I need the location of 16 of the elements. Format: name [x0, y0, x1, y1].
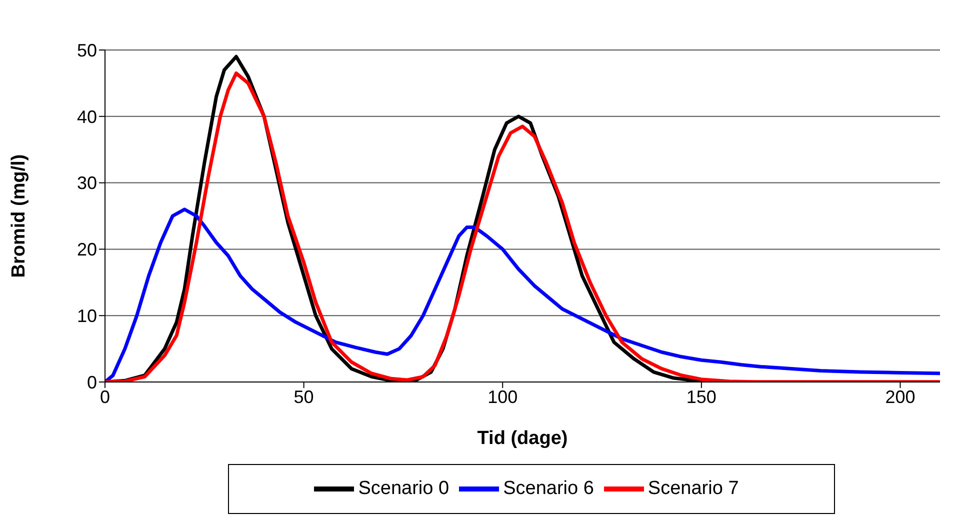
x-tick-label: 150: [686, 386, 716, 407]
y-axis-title: Bromid (mg/l): [8, 154, 30, 278]
x-tick-label: 200: [885, 386, 916, 407]
legend-label: Scenario 0: [358, 478, 450, 500]
x-tick-label: 100: [488, 386, 518, 407]
y-tick-label: 30: [76, 173, 97, 194]
y-tick-label: 40: [76, 106, 97, 127]
x-axis-title: Tid (dage): [477, 428, 568, 449]
y-tick-label: 20: [76, 240, 97, 260]
y-tick-label: 0: [86, 372, 97, 392]
legend-label: Scenario 7: [648, 478, 739, 500]
x-tick-label: 50: [294, 386, 314, 407]
y-tick-label: 50: [76, 40, 97, 60]
legend-label: Scenario 6: [503, 478, 594, 500]
x-tick-label: 0: [100, 386, 110, 407]
y-tick-label: 10: [76, 306, 97, 326]
